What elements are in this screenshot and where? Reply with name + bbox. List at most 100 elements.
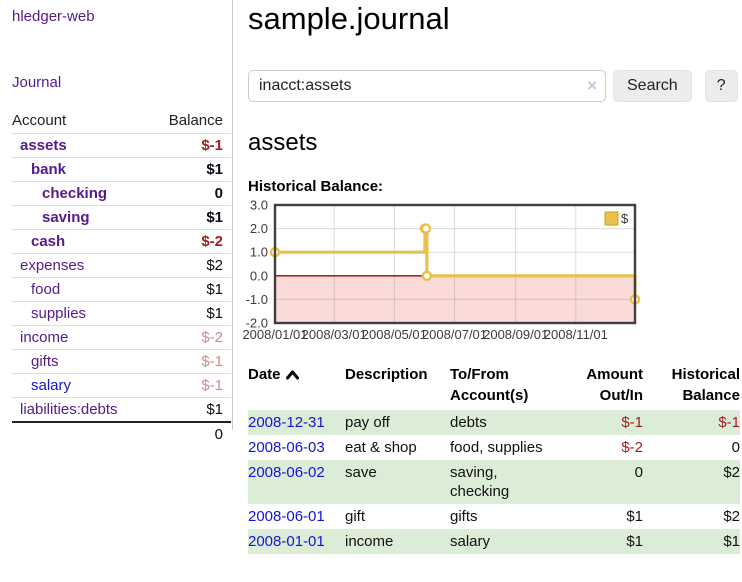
register-row: 2008-06-01 gift gifts $1 $2 [248, 504, 740, 529]
transaction-description: gift [345, 508, 366, 525]
account-balance: 0 [150, 181, 231, 206]
transaction-description: eat & shop [345, 439, 417, 456]
clear-search-icon[interactable]: × [587, 76, 597, 95]
register-row: 2008-01-01 income salary $1 $1 [248, 529, 740, 554]
svg-text:2008/01/01: 2008/01/01 [242, 327, 307, 342]
transaction-accounts: debts [450, 410, 583, 435]
account-total-row: 0 [12, 421, 231, 446]
account-link-income[interactable]: income [20, 329, 69, 346]
svg-text:-2.0: -2.0 [246, 316, 268, 331]
svg-text:2008/03/01: 2008/03/01 [302, 327, 367, 342]
account-link-supplies[interactable]: supplies [31, 305, 87, 322]
transaction-amount: $1 [583, 529, 643, 554]
search-box: × [248, 70, 606, 102]
account-balance: $1 [150, 205, 231, 230]
help-button[interactable]: ? [704, 70, 738, 102]
account-column-header: Account [12, 112, 67, 129]
transaction-balance: $1 [643, 529, 740, 554]
account-table-header: Account Balance [12, 110, 231, 134]
register-row: 2008-06-02 save saving, checking 0 $2 [248, 460, 740, 504]
transaction-accounts: food, supplies [450, 439, 543, 456]
account-link-checking[interactable]: checking [42, 185, 108, 202]
historical-balance-chart: $3.0 2.0 1.0 0.0 -1.0 -2.0 2008/01/01 2008/03/0… [240, 198, 742, 345]
transaction-date-link[interactable]: 2008-01-01 [248, 533, 325, 550]
transaction-description: save [345, 460, 450, 504]
svg-text:-1.0: -1.0 [246, 292, 268, 307]
svg-text:2.0: 2.0 [250, 221, 268, 236]
search-button[interactable]: Search [613, 70, 692, 102]
account-balance: $1 [150, 397, 231, 422]
account-row: supplies $1 [12, 301, 231, 326]
account-row: food $1 [12, 277, 231, 302]
account-balance-table: Account Balance assets $-1 bank $1 checking 0… [12, 110, 231, 446]
accounts-column-header: To/From Account(s) [450, 366, 529, 404]
account-table-body: assets $-1 bank $1 checking 0 saving $1 cash $-2 e… [12, 133, 231, 422]
search-form: × Search ? [248, 70, 742, 102]
transaction-description: income [345, 529, 450, 554]
account-link-food[interactable]: food [31, 281, 61, 298]
account-link-bank[interactable]: bank [31, 161, 67, 178]
chart-title: Historical Balance: [248, 178, 384, 195]
description-column-header: Description [345, 366, 428, 383]
transaction-date-link[interactable]: 2008-06-03 [248, 439, 325, 456]
account-link-expenses[interactable]: expenses [20, 257, 85, 274]
transaction-description: pay off [345, 410, 450, 435]
transaction-amount: 0 [583, 460, 643, 504]
transaction-balance: 0 [731, 439, 740, 456]
svg-text:2008/11/01: 2008/11/01 [544, 327, 608, 342]
svg-text:2008/09/01: 2008/09/01 [483, 327, 548, 342]
register-table-body: 2008-12-31 pay off debts $-1 $-1 2008-06-03 ea… [248, 410, 740, 554]
transaction-date-link[interactable]: 2008-06-01 [248, 508, 325, 525]
svg-text:0.0: 0.0 [250, 268, 268, 283]
transaction-date-link[interactable]: 2008-12-31 [248, 414, 325, 431]
account-balance: $-1 [150, 373, 231, 398]
account-row: salary $-1 [12, 373, 231, 398]
register-row: 2008-06-03 eat & shop food, supplies $-2 0 [248, 435, 740, 460]
main-content: sample.journal × Search ? assets Histori… [242, 0, 742, 554]
transaction-balance: $2 [723, 508, 740, 525]
transaction-amount: $1 [626, 508, 643, 525]
account-row: income $-2 [12, 325, 231, 350]
account-link-salary[interactable]: salary [31, 377, 72, 394]
sidebar-item-journal[interactable]: Journal [12, 74, 62, 91]
app-brand-link[interactable]: hledger-web [12, 8, 95, 25]
account-row: cash $-2 [12, 229, 231, 254]
transaction-amount: $-1 [583, 410, 643, 435]
account-link-liabilities-debts[interactable]: liabilities:debts [20, 401, 118, 418]
account-balance: $-2 [150, 325, 231, 350]
account-balance: $-1 [150, 133, 231, 158]
balance-column-header: Balance [168, 112, 223, 129]
transaction-date-link[interactable]: 2008-06-02 [248, 464, 325, 481]
account-link-gifts[interactable]: gifts [31, 353, 59, 370]
account-row: saving $1 [12, 205, 231, 230]
account-row: bank $1 [12, 157, 231, 182]
register-table: Date Description To/From Account(s) Amou… [248, 362, 740, 554]
transaction-balance: $-1 [643, 410, 740, 435]
transaction-accounts: saving, checking [450, 460, 583, 504]
account-row: expenses $2 [12, 253, 231, 278]
account-balance: $1 [150, 157, 231, 182]
transaction-accounts: gifts [450, 508, 478, 525]
transaction-accounts: salary [450, 529, 583, 554]
transaction-balance: $2 [643, 460, 740, 504]
svg-text:3.0: 3.0 [250, 199, 268, 213]
register-row: 2008-12-31 pay off debts $-1 $-1 [248, 410, 740, 435]
account-link-cash[interactable]: cash [31, 233, 66, 250]
account-link-saving[interactable]: saving [42, 209, 90, 226]
search-input[interactable] [248, 70, 606, 102]
account-link-assets[interactable]: assets [20, 137, 67, 154]
sidebar: hledger-web Journal Account Balance asse… [0, 0, 233, 446]
account-row: checking 0 [12, 181, 231, 206]
chart-canvas: $3.0 2.0 1.0 0.0 -1.0 -2.02008/01/012008/03/0… [242, 198, 641, 342]
date-column-header[interactable]: Date [248, 362, 345, 410]
svg-text:$: $ [621, 211, 629, 226]
account-row: gifts $-1 [12, 349, 231, 374]
account-balance: $-1 [150, 349, 231, 374]
register-header-row: Date Description To/From Account(s) Amou… [248, 362, 740, 410]
account-row: liabilities:debts $1 [12, 397, 231, 422]
svg-text:2008/07/01: 2008/07/01 [422, 327, 487, 342]
account-total-value: 0 [150, 421, 231, 446]
amount-column-header: Amount Out/In [586, 366, 643, 404]
page-title: sample.journal [248, 1, 450, 36]
account-heading: assets [248, 129, 318, 156]
